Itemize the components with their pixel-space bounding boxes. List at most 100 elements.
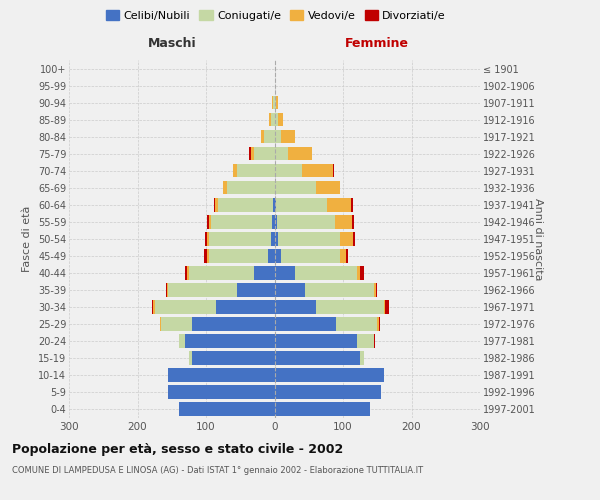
Bar <box>275 385 380 399</box>
Bar <box>275 198 276 211</box>
Bar <box>187 266 189 280</box>
Bar <box>353 232 355 245</box>
Bar <box>206 215 209 228</box>
Bar <box>275 334 356 347</box>
Bar <box>169 368 275 382</box>
Bar <box>205 232 208 245</box>
Bar <box>379 317 380 330</box>
Bar <box>218 198 273 211</box>
Bar <box>272 215 275 228</box>
Bar <box>384 300 385 314</box>
Bar <box>275 130 281 143</box>
Bar <box>268 249 275 262</box>
Bar <box>288 147 312 160</box>
Bar <box>209 249 268 262</box>
Bar <box>356 334 374 347</box>
Text: Femmine: Femmine <box>345 37 409 50</box>
Bar <box>360 266 364 280</box>
Bar <box>166 283 167 296</box>
Bar <box>193 317 275 330</box>
Bar <box>264 130 275 143</box>
Bar <box>275 232 278 245</box>
Bar <box>215 198 218 211</box>
Bar <box>275 317 336 330</box>
Bar <box>305 283 374 296</box>
Bar <box>276 198 327 211</box>
Bar <box>275 147 288 160</box>
Bar <box>261 130 264 143</box>
Text: Maschi: Maschi <box>148 37 196 50</box>
Bar <box>275 96 276 110</box>
Bar <box>281 130 295 143</box>
Bar <box>160 317 161 330</box>
Bar <box>185 334 275 347</box>
Bar <box>254 147 275 160</box>
Bar <box>335 215 352 228</box>
Bar <box>275 249 281 262</box>
Bar <box>275 402 370 416</box>
Bar <box>167 283 169 296</box>
Bar <box>179 334 185 347</box>
Bar <box>189 351 193 364</box>
Bar <box>281 249 340 262</box>
Bar <box>333 164 334 177</box>
Bar <box>275 181 316 194</box>
Bar <box>336 317 377 330</box>
Bar <box>271 113 275 126</box>
Bar <box>208 249 209 262</box>
Bar <box>275 266 295 280</box>
Text: Popolazione per età, sesso e stato civile - 2002: Popolazione per età, sesso e stato civil… <box>12 442 343 456</box>
Bar <box>295 266 357 280</box>
Bar <box>209 215 211 228</box>
Bar <box>216 300 275 314</box>
Bar <box>249 147 251 160</box>
Bar <box>169 385 275 399</box>
Bar <box>302 164 333 177</box>
Bar <box>208 232 209 245</box>
Bar <box>179 402 275 416</box>
Bar <box>161 317 193 330</box>
Bar <box>185 266 187 280</box>
Bar <box>237 283 275 296</box>
Y-axis label: Fasce di età: Fasce di età <box>22 206 32 272</box>
Bar <box>272 96 273 110</box>
Bar <box>340 232 353 245</box>
Bar <box>385 300 389 314</box>
Bar <box>327 198 351 211</box>
Bar <box>374 334 375 347</box>
Bar <box>376 283 377 296</box>
Bar <box>227 181 275 194</box>
Bar <box>211 215 272 228</box>
Bar <box>374 283 376 296</box>
Bar <box>273 96 275 110</box>
Bar <box>189 266 254 280</box>
Bar <box>153 300 155 314</box>
Bar <box>278 113 283 126</box>
Text: COMUNE DI LAMPEDUSA E LINOSA (AG) - Dati ISTAT 1° gennaio 2002 - Elaborazione TU: COMUNE DI LAMPEDUSA E LINOSA (AG) - Dati… <box>12 466 423 475</box>
Bar <box>237 164 275 177</box>
Bar <box>360 351 364 364</box>
Bar <box>356 266 360 280</box>
Bar <box>209 232 271 245</box>
Bar <box>155 300 216 314</box>
Bar <box>254 266 275 280</box>
Bar <box>275 351 360 364</box>
Bar <box>340 249 346 262</box>
Bar <box>316 300 384 314</box>
Bar <box>251 147 254 160</box>
Bar <box>275 113 278 126</box>
Bar <box>271 232 275 245</box>
Bar <box>275 164 302 177</box>
Bar <box>193 351 275 364</box>
Bar <box>277 215 335 228</box>
Bar <box>269 113 271 126</box>
Bar <box>273 198 275 211</box>
Y-axis label: Anni di nascita: Anni di nascita <box>533 198 542 280</box>
Bar <box>275 283 305 296</box>
Bar <box>169 283 237 296</box>
Bar <box>275 215 277 228</box>
Bar <box>346 249 349 262</box>
Bar <box>275 300 316 314</box>
Bar <box>223 181 227 194</box>
Bar <box>214 198 215 211</box>
